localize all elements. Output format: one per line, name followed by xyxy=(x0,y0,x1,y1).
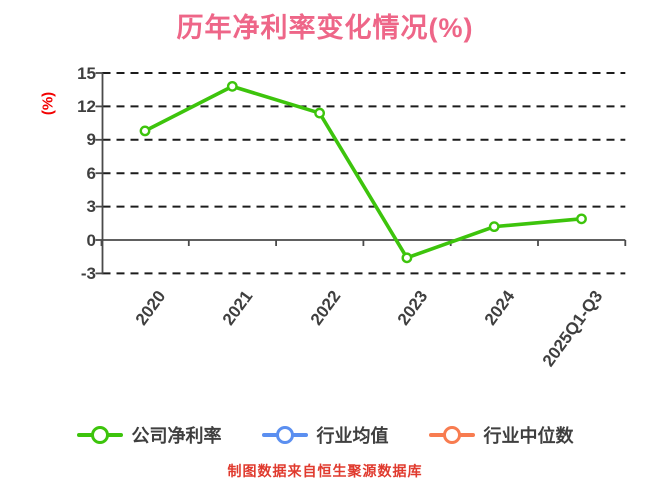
legend-marker-icon xyxy=(76,425,123,445)
data-point-marker xyxy=(314,107,325,119)
legend-label: 公司净利率 xyxy=(131,426,222,446)
data-point-marker xyxy=(139,125,151,137)
y-tick-label: 0 xyxy=(86,230,96,250)
legend-marker-icon xyxy=(261,425,308,445)
data-point-marker xyxy=(488,221,500,233)
legend-item: 行业均值 xyxy=(261,422,389,448)
legend-label: 行业均值 xyxy=(316,426,389,446)
y-tick-label: -3 xyxy=(80,263,96,283)
data-source-note: 制图数据来自恒生聚源数据库 xyxy=(227,463,423,479)
data-point-marker xyxy=(576,213,587,225)
y-tick-label: 6 xyxy=(86,163,96,183)
legend-dot xyxy=(90,426,109,444)
chart-title: 历年净利率变化情况(%) xyxy=(176,13,474,43)
y-tick-label: 12 xyxy=(77,96,96,116)
legend-dot xyxy=(275,426,294,444)
legend-dot xyxy=(442,426,461,444)
data-point-marker xyxy=(401,252,413,264)
legend-marker-icon xyxy=(428,425,475,445)
legend-item: 公司净利率 xyxy=(76,422,222,448)
series-line xyxy=(143,84,584,260)
y-tick-label: 9 xyxy=(86,130,96,150)
y-tick-label: 15 xyxy=(77,63,96,83)
legend-item: 行业中位数 xyxy=(428,422,574,448)
y-tick-label: 3 xyxy=(86,197,96,217)
legend-label: 行业中位数 xyxy=(483,426,574,446)
data-point-marker xyxy=(226,80,238,92)
chart-legend: 公司净利率 行业均值 行业中位数 xyxy=(0,422,650,448)
